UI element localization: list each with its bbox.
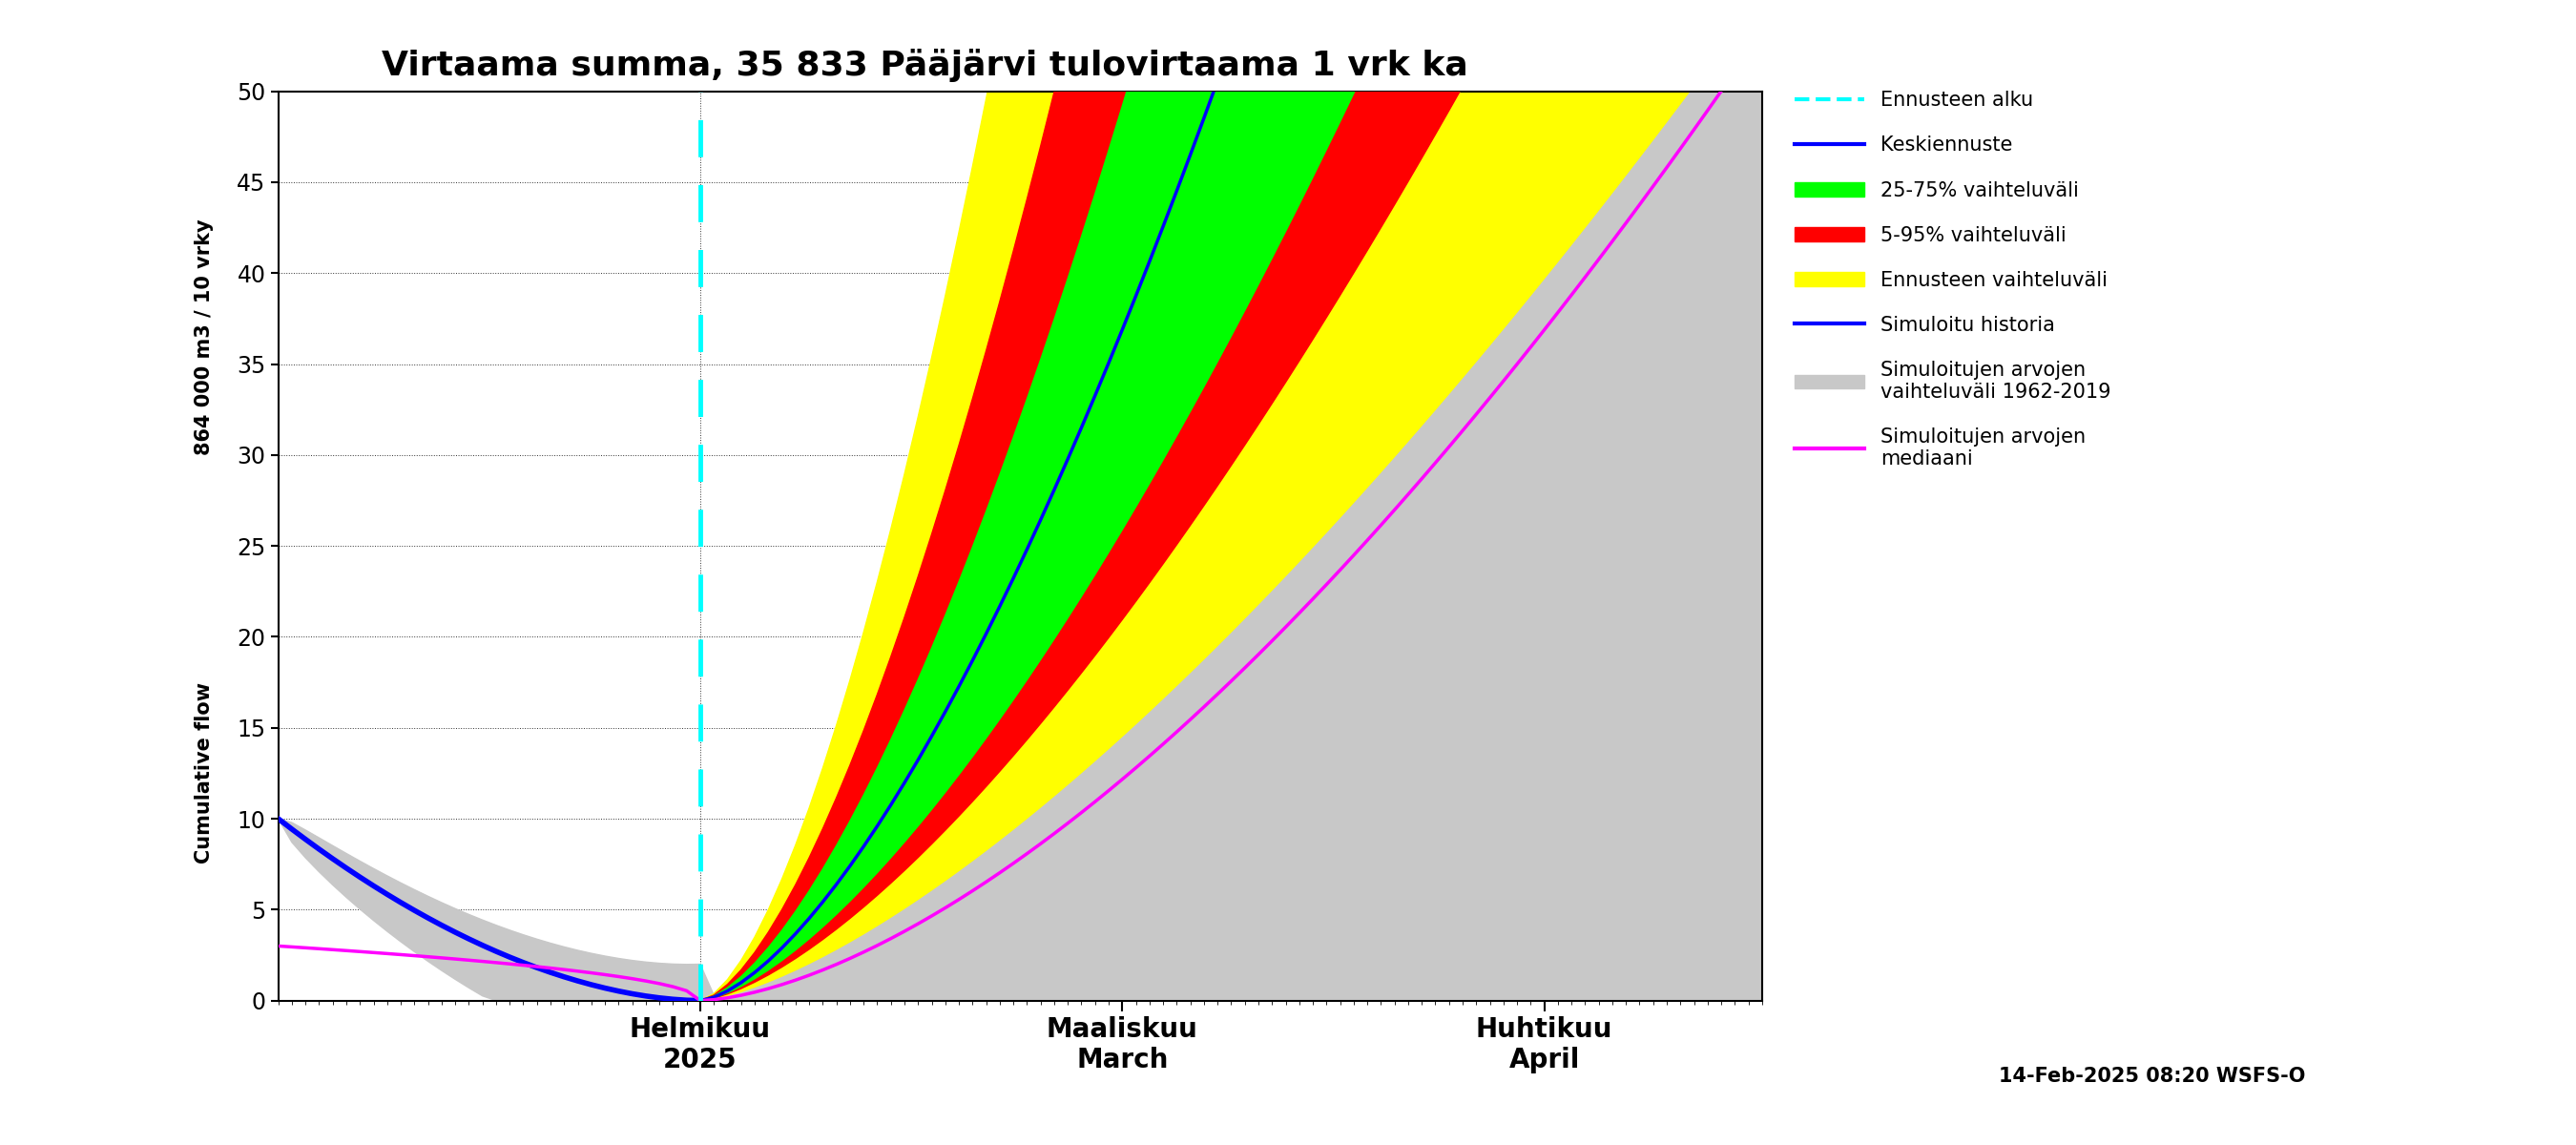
Text: Cumulative flow: Cumulative flow xyxy=(196,682,214,863)
Text: 14-Feb-2025 08:20 WSFS-O: 14-Feb-2025 08:20 WSFS-O xyxy=(1999,1067,2306,1085)
Legend: Ennusteen alku, Keskiennuste, 25-75% vaihteluväli, 5-95% vaihteluväli, Ennusteen: Ennusteen alku, Keskiennuste, 25-75% vai… xyxy=(1788,84,2117,476)
Text: Virtaama summa, 35 833 Pääjärvi tulovirtaama 1 vrk ka: Virtaama summa, 35 833 Pääjärvi tulovirt… xyxy=(381,48,1468,82)
Text: 864 000 m3 / 10 vrky: 864 000 m3 / 10 vrky xyxy=(196,219,214,455)
